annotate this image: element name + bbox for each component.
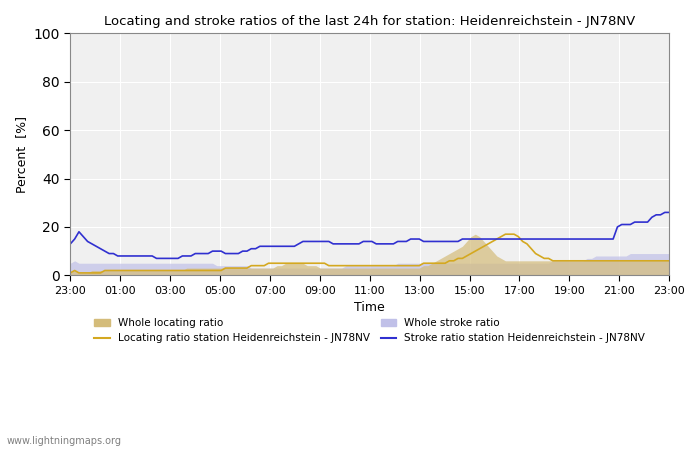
X-axis label: Time: Time xyxy=(354,302,385,314)
Stroke ratio station Heidenreichstein - JN78NV xyxy=(661,210,669,215)
Stroke ratio station Heidenreichstein - JN78NV xyxy=(665,210,673,215)
Line: Stroke ratio station Heidenreichstein - JN78NV: Stroke ratio station Heidenreichstein - … xyxy=(70,212,669,258)
Stroke ratio station Heidenreichstein - JN78NV xyxy=(127,253,135,259)
Stroke ratio station Heidenreichstein - JN78NV xyxy=(321,239,329,244)
Locating ratio station Heidenreichstein - JN78NV xyxy=(66,270,74,275)
Locating ratio station Heidenreichstein - JN78NV xyxy=(101,268,109,273)
Stroke ratio station Heidenreichstein - JN78NV xyxy=(178,253,186,259)
Locating ratio station Heidenreichstein - JN78NV xyxy=(665,258,673,264)
Stroke ratio station Heidenreichstein - JN78NV xyxy=(88,241,96,247)
Stroke ratio station Heidenreichstein - JN78NV xyxy=(368,239,376,244)
Locating ratio station Heidenreichstein - JN78NV xyxy=(174,268,182,273)
Locating ratio station Heidenreichstein - JN78NV xyxy=(501,231,510,237)
Stroke ratio station Heidenreichstein - JN78NV xyxy=(101,248,109,254)
Title: Locating and stroke ratios of the last 24h for station: Heidenreichstein - JN78N: Locating and stroke ratios of the last 2… xyxy=(104,15,636,28)
Line: Locating ratio station Heidenreichstein - JN78NV: Locating ratio station Heidenreichstein … xyxy=(70,234,669,273)
Locating ratio station Heidenreichstein - JN78NV xyxy=(127,268,135,273)
Stroke ratio station Heidenreichstein - JN78NV xyxy=(66,241,74,247)
Locating ratio station Heidenreichstein - JN78NV xyxy=(363,263,372,268)
Locating ratio station Heidenreichstein - JN78NV xyxy=(88,270,96,275)
Legend: Whole locating ratio, Locating ratio station Heidenreichstein - JN78NV, Whole st: Whole locating ratio, Locating ratio sta… xyxy=(90,314,650,347)
Y-axis label: Percent  [%]: Percent [%] xyxy=(15,116,28,193)
Locating ratio station Heidenreichstein - JN78NV xyxy=(661,258,669,264)
Text: www.lightningmaps.org: www.lightningmaps.org xyxy=(7,436,122,446)
Stroke ratio station Heidenreichstein - JN78NV xyxy=(153,256,161,261)
